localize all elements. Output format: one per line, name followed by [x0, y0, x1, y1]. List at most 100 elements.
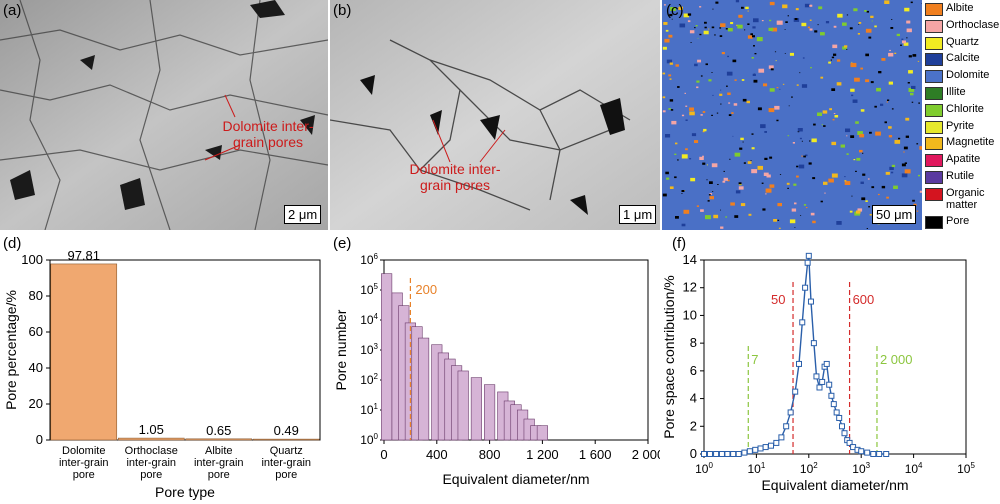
mineral-grain — [916, 143, 919, 145]
mineral-grain — [795, 8, 799, 11]
data-point — [795, 360, 802, 367]
data-point — [787, 409, 794, 416]
mineral-grain — [774, 105, 780, 110]
mineral-grain — [849, 210, 853, 213]
mineral-grain — [856, 157, 861, 161]
mineral-grain — [761, 20, 764, 22]
mineral-grain — [770, 68, 774, 71]
annotation-arrows-b — [432, 119, 506, 163]
mineral-grain — [856, 210, 861, 214]
mineral-grain — [689, 107, 694, 111]
mineral-grain — [719, 35, 723, 37]
mineral-grain — [687, 13, 692, 16]
data-point — [746, 448, 753, 455]
mineral-grain — [823, 125, 826, 127]
mineral-grain — [853, 8, 858, 12]
scale-bar-b: 1 μm — [619, 205, 657, 224]
mineral-grain — [885, 171, 890, 175]
y-axis-label: Pore number — [333, 309, 349, 390]
x-tick-label: 2 000 — [632, 447, 660, 462]
mineral-grain — [891, 19, 893, 20]
legend-swatch — [925, 70, 943, 84]
mineral-grain — [800, 215, 802, 216]
mineral-grain — [811, 138, 817, 143]
mineral-grain — [709, 193, 713, 195]
legend-swatch — [925, 36, 943, 50]
reference-label: 50 — [771, 292, 785, 307]
mineral-grain — [668, 34, 673, 38]
mineral-grain — [771, 27, 778, 32]
mineral-grain — [820, 200, 823, 203]
mineral-grain — [730, 202, 735, 206]
mineral-grain — [670, 7, 676, 11]
mineral-grain — [910, 92, 914, 96]
mineral-grain — [762, 208, 766, 211]
mineral-grain — [740, 137, 744, 141]
mineral-grain — [727, 28, 733, 32]
mineral-grain — [810, 67, 812, 69]
mineral-grain — [785, 21, 788, 23]
mineral-grain — [868, 206, 870, 208]
mineral-grain — [729, 158, 731, 160]
mineral-grain — [881, 58, 886, 61]
mineral-grain — [722, 180, 726, 183]
data-point — [826, 381, 833, 388]
mineral-grain — [702, 111, 706, 113]
mineral-grain — [901, 38, 904, 40]
mineral-grain — [842, 22, 847, 26]
mineral-grain — [732, 135, 734, 137]
mineral-grain — [817, 112, 822, 116]
mineral-grain — [898, 137, 901, 140]
mineral-grain — [669, 78, 672, 80]
mineral-grain — [870, 15, 874, 18]
x-tick-label: pore — [275, 469, 297, 481]
y-tick-label: 105 — [360, 282, 378, 297]
mineral-grain — [708, 79, 712, 82]
mineral-grain — [669, 13, 673, 17]
mineral-grain — [748, 213, 752, 216]
mineral-grain — [730, 22, 734, 25]
mineral-grain — [675, 142, 678, 145]
mineral-grain — [859, 149, 863, 153]
mineral-grain — [825, 21, 830, 24]
mineral-grain — [721, 52, 725, 55]
mineral-grain — [751, 147, 755, 150]
x-tick-label: 101 — [747, 461, 765, 476]
mineral-grain — [711, 26, 715, 29]
mineral-grain — [774, 51, 777, 53]
mineral-grain — [663, 22, 668, 25]
annotation-arrows-a — [204, 94, 241, 161]
mineral-grain — [708, 194, 711, 196]
mineral-grain — [857, 131, 863, 135]
mineral-grain — [699, 33, 702, 36]
mineral-grain — [831, 88, 836, 91]
mineral-grain — [891, 108, 894, 110]
chart-f-pore-space: 0 2 4 6 8 10 12 14 100 101 102 103 104 105 7 50 600 2 000… — [661, 252, 975, 493]
mineral-grain — [753, 45, 755, 47]
mineral-grain — [786, 182, 790, 185]
data-label: 0.65 — [206, 423, 231, 438]
bar — [50, 263, 118, 441]
mineral-grain — [906, 20, 911, 24]
mineral-grain — [776, 87, 779, 89]
mineral-grain — [700, 114, 703, 116]
y-tick-label: 0 — [690, 446, 697, 461]
mineral-grain — [769, 19, 772, 22]
mineral-grain — [740, 203, 746, 207]
mineral-grain — [737, 24, 743, 29]
mineral-grain — [916, 210, 919, 212]
mineral-grain — [794, 18, 798, 20]
mineral-grain — [889, 49, 891, 52]
mineral-grain — [711, 72, 713, 73]
mineral-grain — [812, 220, 816, 224]
panel-label-d: (d) — [3, 235, 22, 252]
legend-label: Chlorite — [946, 102, 984, 115]
mineral-grain — [715, 1, 719, 4]
x-tick-label: 400 — [426, 447, 448, 462]
data-point — [757, 445, 764, 452]
panel-label-b: (b) — [333, 2, 352, 19]
mineral-grain — [913, 203, 917, 206]
y-tick-label: 4 — [690, 391, 697, 406]
mineral-grain — [918, 102, 920, 104]
legend-swatch — [925, 137, 943, 151]
